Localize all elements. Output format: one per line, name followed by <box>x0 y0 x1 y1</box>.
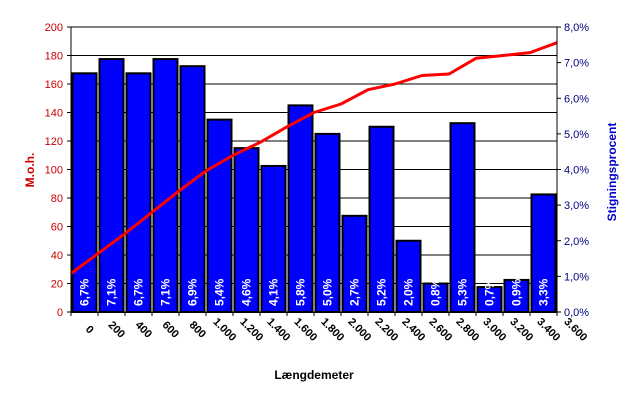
bar-data-label: 4,6% <box>240 278 254 306</box>
bar <box>422 282 449 313</box>
left-y-tick-labels: 0 20 40 60 80 100 120 140 160 180 200 <box>45 22 63 319</box>
bar-data-label: 7,1% <box>105 278 119 306</box>
bar-data-label: 6,7% <box>78 278 92 306</box>
bar-data-label: 2,7% <box>348 278 362 306</box>
bar <box>206 118 233 313</box>
x-tick-label: 3.400 <box>534 316 562 344</box>
x-tick-label: 0 <box>83 323 96 336</box>
left-y-tick-label: 180 <box>45 51 63 63</box>
x-tick-label: 3.200 <box>507 316 535 344</box>
bar-data-label: 5,3% <box>456 278 470 306</box>
bar <box>449 122 476 313</box>
right-y-tick-label: 6,0% <box>564 93 589 105</box>
bar <box>152 58 179 313</box>
right-y-tick-label: 2,0% <box>564 236 589 248</box>
x-tick-label: 2.200 <box>372 316 400 344</box>
bar <box>503 278 530 313</box>
right-y-tick-label: 4,0% <box>564 165 589 177</box>
x-tick-label: 800 <box>187 319 208 340</box>
bar <box>287 104 314 313</box>
right-y-tick-labels: 0,0% 1,0% 2,0% 3,0% 4,0% 5,0% 6,0% 7,0% 8,0% <box>564 22 589 319</box>
bar-data-label: 3,3% <box>537 278 551 306</box>
x-tick-label: 1.600 <box>291 316 319 344</box>
left-y-tick-label: 100 <box>45 165 63 177</box>
x-tick-label: 3.600 <box>561 316 589 344</box>
bar <box>179 65 206 313</box>
x-tick-label: 600 <box>160 319 181 340</box>
x-tick-label: 2.600 <box>426 316 454 344</box>
axes <box>67 26 561 316</box>
left-y-tick-label: 80 <box>51 193 63 205</box>
bar-data-label: 6,7% <box>132 278 146 306</box>
left-y-tick-label: 60 <box>51 222 63 234</box>
bar-data-label: 6,9% <box>186 278 200 306</box>
right-y-tick-label: 8,0% <box>564 22 589 34</box>
left-y-tick-label: 160 <box>45 79 63 91</box>
bar-series <box>71 58 557 313</box>
right-y-tick-label: 5,0% <box>564 129 589 141</box>
bar-data-label: 0,7% <box>483 278 497 306</box>
bar-data-label: 5,0% <box>321 278 335 306</box>
x-tick-label: 200 <box>106 319 127 340</box>
bar-data-label: 7,1% <box>159 278 173 306</box>
elevation-line-series <box>70 41 558 275</box>
left-y-tick-label: 120 <box>45 136 63 148</box>
x-tick-label: 1.800 <box>318 316 346 344</box>
x-tick-label: 1.200 <box>237 316 265 344</box>
x-tick-label: 400 <box>133 319 154 340</box>
bar <box>125 72 152 313</box>
x-tick-label: 1.000 <box>210 316 238 344</box>
x-axis-title: Længdemeter <box>274 368 354 382</box>
right-axis-title: Stigningsprocent <box>605 123 619 222</box>
bar-data-label: 5,8% <box>294 278 308 306</box>
bar <box>368 125 395 313</box>
x-tick-label: 2.800 <box>453 316 481 344</box>
x-tick-label: 2.400 <box>399 316 427 344</box>
x-tick-labels: 0 200 400 600 800 1.000 1.200 1.400 1.600 1.800 2.… <box>83 316 589 344</box>
bar <box>341 214 368 313</box>
bar-data-label: 5,4% <box>213 278 227 306</box>
elevation-line <box>70 41 558 275</box>
x-tick-label: 2.000 <box>345 316 373 344</box>
left-y-tick-label: 140 <box>45 108 63 120</box>
bar <box>98 58 125 313</box>
x-tick-label: 1.400 <box>264 316 292 344</box>
left-y-tick-label: 0 <box>57 307 63 319</box>
bar-data-label: 0,8% <box>429 278 443 306</box>
bar-data-label: 4,1% <box>267 278 281 306</box>
bar-data-label: 5,2% <box>375 278 389 306</box>
left-y-tick-label: 40 <box>51 250 63 262</box>
gridlines <box>71 26 557 284</box>
right-y-tick-label: 1,0% <box>564 271 589 283</box>
left-axis-title: M.o.h. <box>23 153 37 188</box>
bar-data-label: 0,9% <box>510 278 524 306</box>
bar-data-label: 2,0% <box>402 278 416 306</box>
right-y-tick-label: 3,0% <box>564 200 589 212</box>
left-y-tick-label: 20 <box>51 279 63 291</box>
right-y-tick-label: 0,0% <box>564 307 589 319</box>
bar <box>71 72 98 313</box>
bar-data-labels: 6,7% 7,1% 6,7% 7,1% 6,9% 5,4% 4,6% 4,1% 5,8% 5,0%… <box>78 278 551 306</box>
x-tick-label: 3.000 <box>480 316 508 344</box>
left-y-tick-label: 200 <box>45 22 63 34</box>
right-y-tick-label: 7,0% <box>564 58 589 70</box>
bar <box>314 132 341 313</box>
